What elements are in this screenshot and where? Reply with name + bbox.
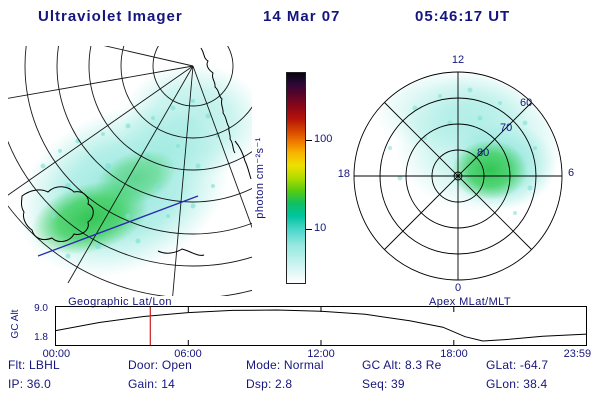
- mlat-label-80: 80: [477, 147, 490, 159]
- colorbar: [286, 72, 306, 284]
- colorbar-tickmark-10: [306, 228, 312, 230]
- polar-panel-caption: Apex MLat/MLT: [428, 296, 512, 308]
- geo-panel-caption: Geographic Lat/Lon: [68, 296, 172, 308]
- status-dsp: Dsp: 2.8: [246, 377, 293, 391]
- mlat-mlt-grid: [353, 71, 563, 281]
- status-gain: Gain: 14: [128, 377, 175, 391]
- colorbar-tick-100: 100: [314, 132, 333, 145]
- status-gc-alt: GC Alt: 8.3 Re: [362, 358, 442, 372]
- app-title: Ultraviolet Imager: [38, 8, 183, 25]
- status-filter: Flt: LBHL: [8, 358, 60, 372]
- mlt-label-6: 6: [568, 167, 575, 179]
- altitude-ytick-bottom: 1.8: [34, 332, 48, 343]
- status-ip: IP: 36.0: [8, 377, 51, 391]
- time-tick-0000: 00:00: [42, 348, 71, 360]
- aurora-emission-geo: [17, 63, 252, 277]
- aurora-emission-polar: [372, 73, 561, 215]
- geo-map-plot: [8, 46, 252, 296]
- mlt-label-0: 0: [454, 282, 462, 294]
- status-glon: GLon: 38.4: [486, 377, 548, 391]
- colorbar-tickmark-100: [306, 139, 312, 141]
- time-tick-1200: 12:00: [307, 348, 335, 360]
- status-mode: Mode: Normal: [246, 358, 324, 372]
- polar-mlat-mlt-plot: [353, 71, 563, 281]
- altitude-ytick-top: 9.0: [34, 303, 48, 314]
- time-tick-0600: 06:00: [174, 348, 202, 360]
- observation-date: 14 Mar 07: [263, 8, 341, 25]
- aurora-speckle-polar: [388, 87, 537, 215]
- mlt-label-12: 12: [451, 54, 465, 66]
- mlat-label-70: 70: [500, 122, 513, 134]
- mlat-label-60: 60: [520, 97, 533, 109]
- colorbar-tick-10: 10: [314, 221, 327, 234]
- time-tick-2359: 23:59: [563, 348, 592, 360]
- latlon-grid: [8, 46, 252, 296]
- observation-time: 05:46:17 UT: [415, 8, 511, 25]
- altitude-xtick-marks: [55, 306, 587, 346]
- coastlines: [21, 47, 252, 256]
- altitude-curve: [55, 309, 587, 342]
- status-door: Door: Open: [128, 358, 193, 372]
- mlt-label-18: 18: [337, 168, 350, 180]
- status-glat: GLat: -64.7: [486, 358, 549, 372]
- status-seq: Seq: 39: [362, 377, 405, 391]
- colorbar-label: photon cm⁻²s⁻¹: [254, 137, 266, 219]
- orbit-track-line: [37, 195, 199, 257]
- time-tick-1800: 18:00: [440, 348, 468, 360]
- altitude-strip-chart: [55, 306, 587, 346]
